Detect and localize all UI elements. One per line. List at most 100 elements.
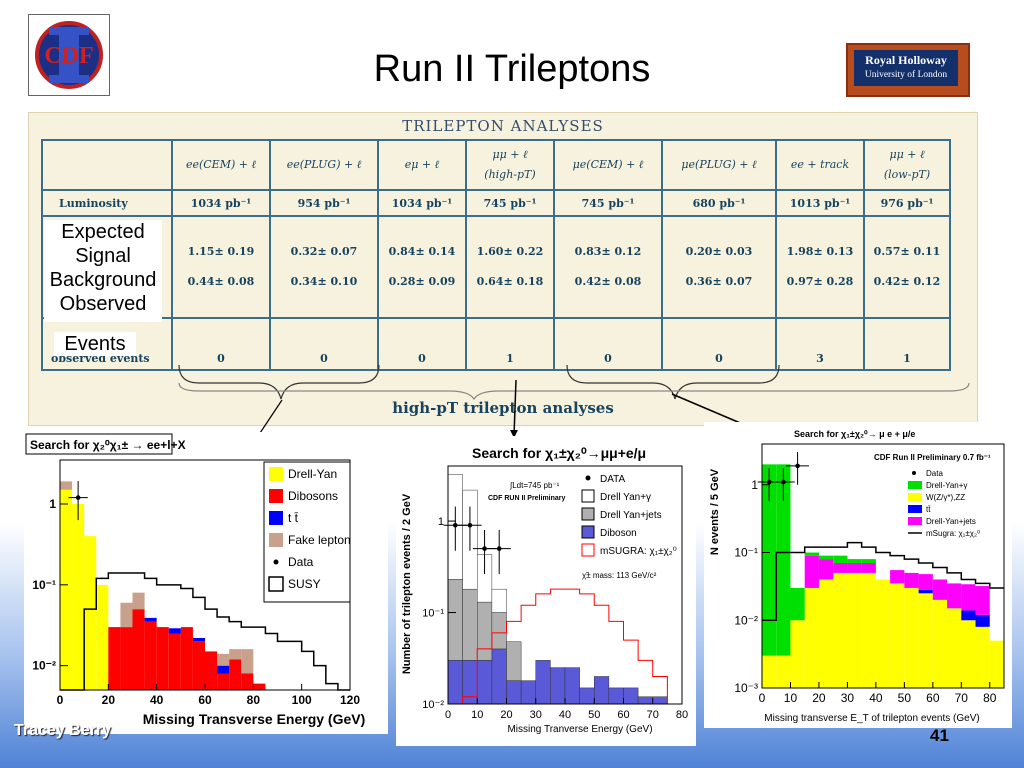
x-tick-label: 120 (340, 693, 360, 707)
histogram-bar (520, 680, 536, 705)
signal-background-cell: 0.84± 0.14 0.28± 0.09 (377, 215, 467, 319)
histogram-bar (861, 563, 876, 573)
legend-swatch (269, 533, 283, 547)
rhul-logo-line1: Royal Holloway (865, 53, 947, 67)
x-tick-label: 50 (898, 691, 912, 705)
signal-background-cell: 1.60± 0.22 0.64± 0.18 (465, 215, 555, 319)
x-tick-label: 40 (150, 693, 164, 707)
histogram-bar (108, 627, 121, 690)
label-expected: Expected (61, 221, 145, 243)
plot-right-title: Search for χ₁±χ₂⁰→ μ e + μ/e (794, 429, 915, 439)
observed-cell: 0 (377, 317, 467, 371)
legend-swatch (581, 543, 595, 557)
signal-overlay-line (448, 588, 682, 705)
histogram-bar (477, 660, 493, 705)
x-tick-label: 80 (247, 693, 261, 707)
histogram-bar (818, 555, 834, 560)
histogram-bar (652, 696, 668, 705)
legend-label: Fake lepton (288, 533, 351, 547)
x-tick-label: 60 (198, 693, 212, 707)
legend-swatch (912, 471, 916, 475)
luminosity-label: Luminosity (41, 189, 173, 217)
y-tick-label: 10⁻³ (734, 681, 758, 695)
expected-signal-background-label: Expected Signal Background Observed (44, 220, 162, 322)
histogram-bar (579, 687, 595, 705)
table-caption: TRILEPTON ANALYSES (402, 117, 604, 135)
histogram-bar (961, 584, 976, 611)
histogram-bar (506, 680, 522, 705)
luminosity-cell: 954 pb⁻¹ (269, 189, 379, 217)
histogram-bar (168, 633, 181, 690)
histogram-bar (462, 588, 478, 661)
histogram-bar (217, 665, 230, 674)
luminosity-cell: 1013 pb⁻¹ (775, 189, 865, 217)
legend-swatch (585, 475, 591, 481)
histogram-bar (192, 641, 205, 690)
legend-label: t t̄ (288, 511, 299, 525)
label-signal: Signal (75, 245, 131, 267)
histogram-bar (564, 667, 580, 705)
histogram-bar (253, 683, 266, 690)
author-name: Tracey Berry (14, 722, 111, 739)
legend-label: mSUGRA: χ₁±χ₂⁰ (600, 546, 677, 557)
table-header-row: ee(CEM) + ℓ ee(PLUG) + ℓ eμ + ℓ μμ + ℓ (h… (41, 139, 951, 191)
plot-right-experiment: CDF Run II Preliminary 0.7 fb⁻¹ (874, 453, 991, 462)
x-tick-label: 0 (759, 691, 766, 705)
histogram-bar (833, 572, 848, 688)
trilepton-table: ee(CEM) + ℓ ee(PLUG) + ℓ eμ + ℓ μμ + ℓ (h… (41, 139, 951, 371)
histogram-bar (904, 587, 919, 688)
arrow-left (257, 399, 283, 437)
histogram-bar (447, 579, 463, 661)
svg-text:CDF: CDF (44, 43, 93, 69)
observed-cell: 0 (661, 317, 777, 371)
x-tick-label: 60 (617, 709, 629, 721)
x-tick-label: 70 (647, 709, 659, 721)
y-tick-label: 1 (49, 497, 56, 511)
histogram-bar (594, 676, 610, 705)
histogram-bar (229, 659, 242, 690)
outer-brace (178, 382, 970, 401)
plot-frame (761, 443, 1005, 689)
signal-background-cell: 0.20± 0.03 0.36± 0.07 (661, 215, 777, 319)
legend-swatch (581, 507, 595, 521)
y-tick-label: 10⁻² (734, 613, 758, 627)
plot-center-title: Search for χ₁±χ₂⁰→μμ+e/μ (472, 445, 646, 461)
luminosity-cell: 745 pb⁻¹ (553, 189, 663, 217)
arrow-center-head (510, 430, 518, 438)
histogram-bar (776, 655, 791, 688)
cdf-logo-icon: CDF (35, 21, 103, 89)
legend-swatch (269, 511, 283, 525)
histogram-bar (535, 660, 551, 705)
luminosity-cell: 1034 pb⁻¹ (377, 189, 467, 217)
observed-cell: 3 (775, 317, 865, 371)
histogram-bar (904, 572, 919, 588)
label-background: Background (49, 269, 157, 291)
legend-label: W(Z/γ*),ZZ (926, 493, 965, 502)
histogram-bar (918, 574, 933, 590)
x-tick-label: 20 (102, 693, 116, 707)
legend-label: Dibosons (288, 489, 338, 503)
histogram-bar (462, 660, 478, 705)
legend-swatch (908, 481, 922, 489)
rhul-logo-inner: Royal Holloway University of London (854, 50, 958, 86)
plot-right-xlabel: Missing transverse E_T of trilepton even… (764, 713, 979, 724)
histogram-bar (241, 649, 254, 674)
x-tick-label: 10 (784, 691, 798, 705)
legend-swatch (268, 576, 284, 592)
slide-title: Run II Trileptons (373, 48, 651, 90)
histogram-bar (818, 559, 834, 580)
x-tick-label: 100 (292, 693, 312, 707)
cdf-logo: CDF (28, 14, 110, 96)
histogram-bar (144, 621, 157, 690)
signal-background-row: 1.15± 0.19 0.44± 0.08 0.32± 0.07 0.34± 0.1… (41, 215, 951, 319)
table-footer-label: high-pT trilepton analyses (392, 399, 614, 417)
histogram-bar (861, 572, 876, 688)
x-tick-label: 70 (955, 691, 969, 705)
legend-swatch (581, 489, 595, 503)
histogram-bar (623, 687, 639, 705)
histogram-bar (961, 610, 976, 621)
x-tick-label: 30 (530, 709, 542, 721)
legend-swatch (908, 517, 922, 525)
histogram-bar (637, 696, 653, 705)
data-point (482, 546, 487, 551)
